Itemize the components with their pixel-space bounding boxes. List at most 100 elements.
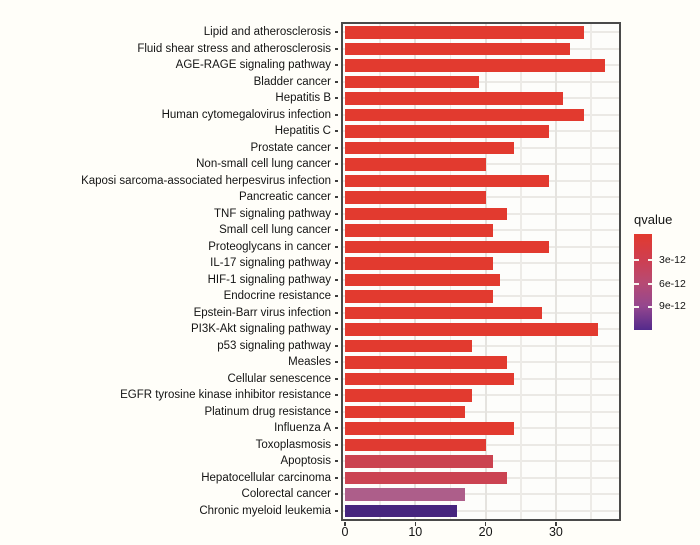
y-axis-tick xyxy=(334,245,338,248)
y-axis-tick xyxy=(334,179,338,182)
bar xyxy=(345,158,486,171)
y-axis-tick xyxy=(334,97,338,100)
y-axis-tick xyxy=(334,80,338,83)
x-axis-tick-label: 30 xyxy=(548,524,563,539)
bar xyxy=(345,422,514,435)
category-label: PI3K-Akt signaling pathway xyxy=(191,323,331,336)
category-label: Prostate cancer xyxy=(250,141,331,154)
colorbar-tick-notch-right xyxy=(647,305,652,308)
plot-panel xyxy=(341,22,621,521)
y-axis-tick xyxy=(334,146,338,149)
category-label: Toxoplasmosis xyxy=(255,438,331,451)
bar xyxy=(345,372,514,385)
bar xyxy=(345,42,570,55)
bar xyxy=(345,356,507,369)
gridline-vertical-minor xyxy=(519,24,522,519)
colorbar-tick-notch-right xyxy=(647,259,652,262)
y-axis-tick xyxy=(334,113,338,116)
bar xyxy=(345,75,479,88)
category-label: Platinum drug resistance xyxy=(204,405,331,418)
category-label: p53 signaling pathway xyxy=(217,339,331,352)
category-label: Proteoglycans in cancer xyxy=(208,240,331,253)
category-label: Apoptosis xyxy=(280,455,331,468)
category-label: Measles xyxy=(288,356,331,369)
y-axis-tick xyxy=(334,163,338,166)
category-label: Human cytomegalovirus infection xyxy=(161,108,331,121)
gridline-vertical-major xyxy=(554,24,557,519)
colorbar-tick-notch-left xyxy=(634,283,639,286)
bar xyxy=(345,141,514,154)
gridline-vertical-major xyxy=(484,24,487,519)
gridline-vertical-major xyxy=(414,24,417,519)
category-label: HIF-1 signaling pathway xyxy=(207,273,331,286)
legend-tick-label: 6e-12 xyxy=(659,277,686,290)
bar xyxy=(345,290,493,303)
gridline-horizontal xyxy=(343,509,619,512)
bar xyxy=(345,389,472,402)
category-label: Endocrine resistance xyxy=(223,290,331,303)
y-axis-tick xyxy=(334,361,338,364)
bar xyxy=(345,191,486,204)
y-axis-tick xyxy=(334,311,338,314)
bar xyxy=(345,455,493,468)
gridline-horizontal xyxy=(343,394,619,397)
category-label: TNF signaling pathway xyxy=(214,207,331,220)
category-label: Fluid shear stress and atherosclerosis xyxy=(137,42,331,55)
y-axis-tick xyxy=(334,278,338,281)
category-label: IL-17 signaling pathway xyxy=(210,257,331,270)
category-label: Kaposi sarcoma-associated herpesvirus in… xyxy=(81,174,331,187)
y-axis-tick xyxy=(334,443,338,446)
category-label: Hepatitis B xyxy=(275,92,331,105)
y-axis-tick xyxy=(334,460,338,463)
category-label: Small cell lung cancer xyxy=(219,224,331,237)
x-axis-tick-label: 0 xyxy=(341,524,349,539)
colorbar-tick-notch-left xyxy=(634,305,639,308)
category-label: EGFR tyrosine kinase inhibitor resistanc… xyxy=(120,389,331,402)
category-label: Cellular senescence xyxy=(227,372,331,385)
colorbar-tick-notch-left xyxy=(634,259,639,262)
category-label: Non-small cell lung cancer xyxy=(196,158,331,171)
x-axis-tick-label: 20 xyxy=(478,524,493,539)
y-axis-tick xyxy=(334,410,338,413)
legend-tick-label: 9e-12 xyxy=(659,300,686,313)
bar xyxy=(345,207,507,220)
x-axis-tick xyxy=(484,521,487,526)
gridline-horizontal xyxy=(343,80,619,83)
bar xyxy=(345,108,585,121)
bar xyxy=(345,323,599,336)
x-axis-tick-label: 10 xyxy=(408,524,423,539)
category-label: Epstein-Barr virus infection xyxy=(193,306,331,319)
y-axis-tick xyxy=(334,47,338,50)
y-axis-tick xyxy=(334,64,338,67)
y-axis-tick xyxy=(334,509,338,512)
y-axis-tick xyxy=(334,196,338,199)
bar xyxy=(345,125,549,138)
y-axis-tick xyxy=(334,394,338,397)
gridline-vertical-minor xyxy=(449,24,452,519)
category-label: Bladder cancer xyxy=(253,75,331,88)
legend-tick-label: 3e-12 xyxy=(659,253,686,266)
bar xyxy=(345,257,493,270)
y-axis-tick xyxy=(334,476,338,479)
y-axis-tick xyxy=(334,493,338,496)
y-axis-tick xyxy=(334,31,338,34)
y-axis-tick xyxy=(334,212,338,215)
bar xyxy=(345,306,542,319)
category-label: Hepatitis C xyxy=(274,125,331,138)
category-label: Pancreatic cancer xyxy=(238,191,331,204)
x-axis-tick xyxy=(344,521,346,526)
category-label: AGE-RAGE signaling pathway xyxy=(175,59,331,72)
y-axis-tick xyxy=(334,229,338,232)
colorbar-tick-notch-right xyxy=(647,283,652,286)
y-axis-tick xyxy=(334,427,338,430)
bar xyxy=(345,240,549,253)
legend-title: qvalue xyxy=(634,212,673,227)
gridline-horizontal xyxy=(343,344,619,347)
bar xyxy=(345,405,465,418)
bar xyxy=(345,438,486,451)
bar xyxy=(345,174,549,187)
y-axis-tick xyxy=(334,328,338,331)
bar xyxy=(345,471,507,484)
gridline-vertical-minor xyxy=(379,24,381,519)
